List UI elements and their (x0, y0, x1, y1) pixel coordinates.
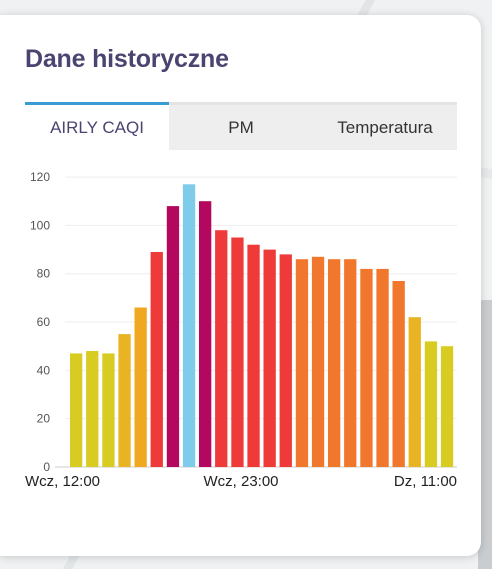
map-scroll-edge (478, 300, 492, 569)
y-tick-label: 0 (43, 460, 50, 474)
chart-bar[interactable] (295, 259, 309, 467)
tab-airly-caqi[interactable]: AIRLY CAQI (25, 102, 169, 150)
chart-bar[interactable] (328, 259, 341, 467)
chart-bar[interactable] (440, 346, 454, 467)
chart-bar[interactable] (376, 268, 389, 467)
y-tick-label: 80 (37, 267, 51, 281)
chart-bar[interactable] (344, 259, 357, 467)
chart-bar[interactable] (360, 268, 373, 467)
chart-bar[interactable] (311, 256, 325, 467)
chart-bar[interactable] (247, 244, 260, 467)
data-type-tabs: AIRLY CAQI PM Temperatura (25, 102, 457, 150)
chart-bar[interactable] (118, 334, 131, 467)
chart-bar[interactable] (263, 249, 276, 467)
x-tick-label-middle: Wcz, 23:00 (203, 473, 279, 490)
y-tick-label: 40 (37, 363, 51, 377)
y-tick-label: 60 (37, 315, 51, 329)
panel-title: Dane historyczne (25, 45, 229, 73)
caqi-bar-chart: 0 20 40 60 80 100 120 (30, 170, 457, 474)
chart-bar[interactable] (231, 237, 244, 468)
y-tick-label: 20 (37, 412, 51, 426)
y-tick-label: 100 (30, 218, 50, 232)
chart-bar[interactable] (199, 201, 212, 467)
chart-bar[interactable] (86, 351, 99, 467)
chart-bar[interactable] (392, 281, 405, 467)
chart-bar[interactable] (424, 341, 438, 467)
chart-bar[interactable] (102, 353, 115, 467)
chart-bar[interactable] (134, 307, 147, 468)
chart-bar[interactable] (70, 353, 83, 467)
y-tick-label: 120 (30, 170, 50, 184)
x-tick-label-end: Dz, 11:00 (393, 473, 457, 490)
x-axis-labels: Wcz, 12:00 Wcz, 23:00 Dz, 11:00 (25, 473, 457, 493)
chart-bar[interactable] (279, 254, 292, 467)
chart-bar[interactable] (166, 206, 180, 467)
chart-bar[interactable] (408, 317, 421, 467)
tab-temperature[interactable]: Temperatura (313, 102, 457, 150)
chart-bar[interactable] (182, 184, 196, 468)
tab-pm[interactable]: PM (169, 102, 313, 150)
x-tick-label-start: Wcz, 12:00 (25, 473, 101, 490)
chart-bar[interactable] (150, 252, 163, 467)
chart-bar[interactable] (215, 230, 228, 467)
